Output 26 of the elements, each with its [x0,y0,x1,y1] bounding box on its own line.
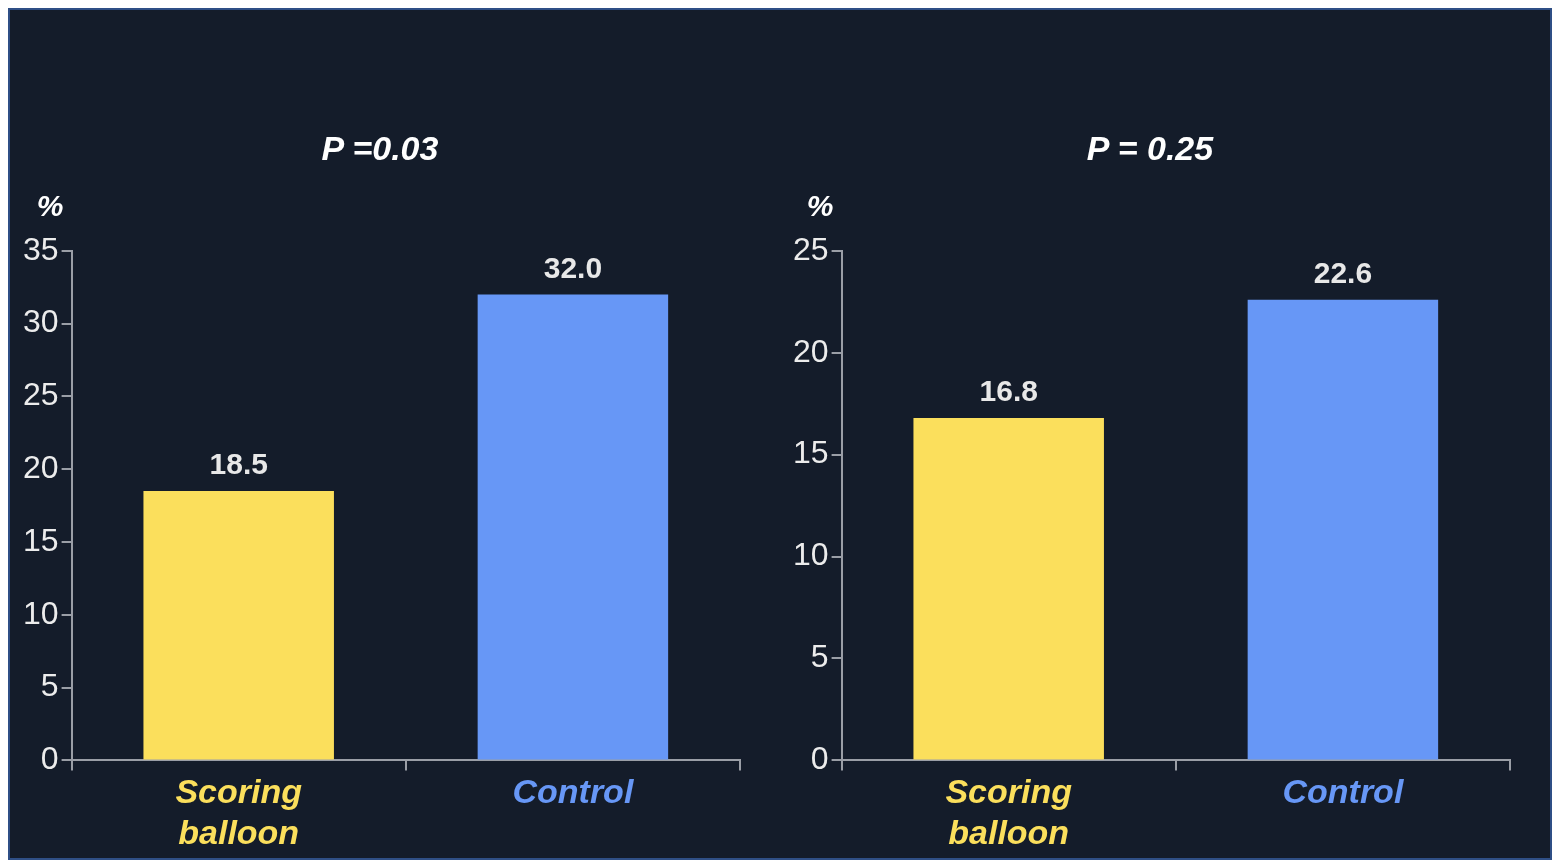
y-tick-label: 20 [23,449,59,486]
chart-title: P = 0.25 [1086,128,1215,167]
x-tick-label: Control [1282,772,1405,811]
y-tick-label: 10 [23,594,59,631]
y-tick-label: 10 [793,536,829,573]
x-tick-label: Scoring balloon [175,772,303,851]
x-tick-label: Scoring balloon [945,772,1073,851]
y-tick-label: 5 [810,638,829,675]
y-tick-label: 25 [793,230,829,267]
data-label: 22.6 [1313,255,1373,289]
x-tick-label: Control [512,772,635,811]
y-tick-label: 20 [793,332,829,369]
data-label: 18.5 [209,447,268,481]
data-label: 16.8 [979,374,1038,408]
y-tick-label: 35 [23,230,59,267]
y-tick-label: 0 [810,740,829,777]
y-axis-title: % [36,189,64,223]
data-label: 32.0 [543,250,603,284]
y-axis-title: % [806,189,834,223]
y-tick-label: 25 [23,376,59,413]
y-tick-label: 0 [40,740,59,777]
chart-title: P =0.03 [321,128,439,167]
y-tick-label: 30 [23,303,59,340]
y-tick-label: 5 [40,667,59,704]
y-tick-label: 15 [793,434,829,471]
y-tick-label: 15 [23,521,59,558]
